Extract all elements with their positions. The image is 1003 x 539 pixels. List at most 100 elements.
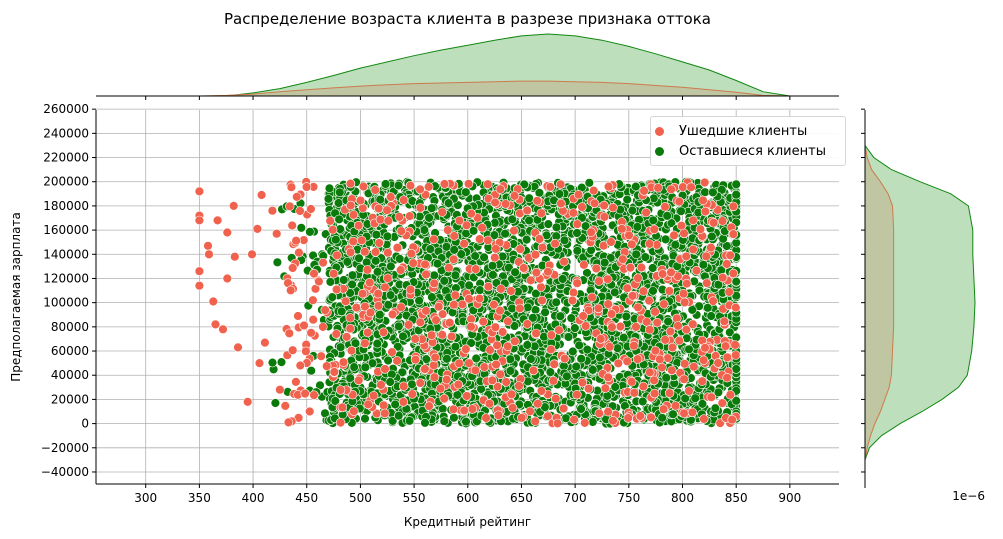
point-churned	[509, 225, 519, 236]
point-churned	[691, 265, 702, 276]
point-churned	[586, 227, 596, 237]
point-churned	[495, 369, 505, 380]
point-churned	[328, 225, 338, 235]
point-churned	[555, 179, 566, 190]
point-churned	[439, 179, 450, 189]
point-churned	[421, 306, 431, 316]
point-churned	[725, 390, 735, 400]
y-tick-label: 120000	[43, 271, 89, 285]
point-churned	[646, 412, 656, 423]
point-churned	[659, 299, 669, 309]
point-churned	[383, 216, 393, 226]
y-tick-label: 100000	[43, 296, 89, 310]
point-retained	[397, 367, 407, 377]
point-retained	[687, 305, 697, 315]
point-churned	[653, 183, 663, 193]
x-tick-label: 800	[671, 491, 694, 505]
point-retained	[360, 362, 370, 372]
point-churned	[722, 259, 732, 269]
point-churned	[665, 326, 676, 337]
point-churned	[429, 372, 440, 382]
y-tick-label: 260000	[43, 102, 89, 116]
point-churned	[525, 275, 536, 286]
point-churned	[698, 355, 709, 365]
point-churned	[689, 362, 699, 372]
point-retained	[452, 390, 463, 400]
point-retained	[522, 340, 532, 350]
point-churned	[483, 281, 494, 292]
point-retained	[461, 416, 471, 427]
point-churned	[194, 281, 205, 291]
point-churned	[688, 244, 698, 255]
point-churned	[387, 347, 397, 357]
point-churned	[383, 248, 393, 258]
point-churned	[284, 328, 294, 338]
point-churned	[252, 224, 263, 234]
kde-right-churned	[864, 145, 895, 460]
point-churned	[546, 344, 556, 355]
point-churned	[431, 315, 441, 325]
point-churned	[572, 278, 582, 288]
point-retained	[342, 257, 353, 267]
point-churned	[550, 238, 560, 249]
point-churned	[309, 268, 319, 279]
point-churned	[410, 334, 420, 344]
point-churned	[337, 402, 348, 413]
point-churned	[603, 407, 613, 417]
point-churned	[426, 330, 437, 340]
point-churned	[674, 196, 684, 207]
point-churned	[666, 267, 676, 278]
x-tick-label: 900	[778, 491, 801, 505]
point-retained	[551, 297, 561, 307]
point-retained	[731, 238, 741, 248]
point-retained	[543, 219, 553, 229]
point-churned	[360, 338, 370, 349]
point-churned	[624, 230, 634, 241]
point-churned	[674, 335, 684, 346]
point-churned	[484, 399, 495, 409]
point-churned	[305, 406, 315, 417]
point-churned	[405, 180, 416, 191]
point-retained	[576, 404, 586, 414]
point-churned	[464, 294, 474, 304]
y-tick-label: 160000	[43, 223, 89, 237]
point-churned	[394, 212, 404, 222]
point-retained	[618, 333, 629, 343]
point-churned	[666, 184, 676, 195]
point-churned	[603, 299, 613, 309]
point-retained	[419, 225, 429, 235]
point-churned	[229, 201, 239, 211]
point-churned	[373, 301, 384, 311]
point-churned	[679, 374, 689, 384]
point-churned	[375, 214, 386, 225]
point-churned	[346, 345, 357, 356]
point-churned	[699, 414, 709, 424]
chart-title: Распределение возраста клиента в разрезе…	[224, 10, 711, 28]
point-churned	[448, 404, 459, 414]
point-retained	[684, 344, 694, 354]
point-churned	[536, 282, 546, 292]
point-churned	[392, 243, 403, 253]
point-churned	[606, 237, 616, 247]
y-tick-label: 200000	[43, 175, 89, 189]
point-churned	[320, 305, 330, 315]
point-churned	[420, 259, 430, 270]
point-churned	[658, 404, 669, 414]
point-retained	[637, 396, 648, 407]
point-retained	[576, 354, 586, 364]
point-retained	[487, 261, 498, 271]
point-churned	[589, 198, 600, 209]
point-churned	[408, 258, 418, 268]
point-churned	[629, 341, 639, 351]
point-churned	[545, 182, 555, 192]
point-retained	[420, 418, 430, 428]
point-churned	[713, 358, 723, 368]
point-churned	[478, 316, 488, 327]
point-churned	[580, 418, 590, 428]
point-retained	[323, 194, 334, 204]
point-churned	[286, 182, 297, 192]
point-churned	[331, 329, 341, 339]
point-churned	[309, 390, 319, 400]
point-churned	[724, 287, 734, 297]
point-churned	[650, 307, 660, 317]
